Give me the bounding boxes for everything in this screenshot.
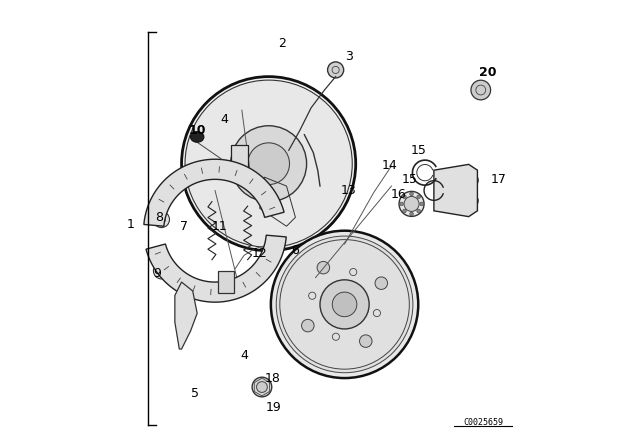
Circle shape [410,212,413,215]
Circle shape [230,126,307,202]
Text: 3: 3 [345,50,353,63]
Circle shape [328,62,344,78]
Text: 15: 15 [410,144,426,157]
Circle shape [468,195,479,206]
Circle shape [447,195,458,206]
Circle shape [234,147,245,158]
Text: 9: 9 [153,267,161,280]
Circle shape [453,181,473,200]
Text: 16: 16 [390,189,406,202]
Text: 18: 18 [265,371,281,384]
Text: 13: 13 [341,184,357,197]
Circle shape [276,236,413,373]
Circle shape [360,335,372,347]
Text: 4: 4 [220,112,228,125]
Circle shape [417,209,420,213]
Text: 7: 7 [180,220,188,233]
Circle shape [410,192,413,196]
Circle shape [317,261,330,274]
Polygon shape [434,164,477,217]
Circle shape [248,143,289,185]
Text: 19: 19 [265,401,281,414]
Text: 8: 8 [156,211,163,224]
Text: 12: 12 [252,246,268,259]
Text: 11: 11 [212,220,227,233]
Bar [231,145,248,174]
Circle shape [399,191,424,216]
Text: 1: 1 [126,217,134,231]
Text: 14: 14 [381,159,397,172]
Circle shape [301,319,314,332]
Text: 15: 15 [401,173,417,186]
Text: 20: 20 [479,66,496,79]
Circle shape [471,80,491,100]
Bar [218,271,234,293]
Circle shape [417,195,420,198]
Circle shape [252,377,272,397]
Circle shape [400,202,403,206]
Polygon shape [146,235,286,302]
Circle shape [154,211,170,228]
Circle shape [468,175,479,185]
Circle shape [320,280,369,329]
Circle shape [185,80,352,247]
Text: 5: 5 [191,387,199,400]
Circle shape [332,292,357,317]
Circle shape [154,263,170,279]
Text: 4: 4 [240,349,248,362]
Circle shape [404,196,419,211]
Polygon shape [175,282,197,349]
Circle shape [375,277,388,289]
Polygon shape [144,159,284,226]
Circle shape [403,209,406,213]
Text: 2: 2 [278,37,286,50]
Circle shape [420,202,423,206]
Text: 10: 10 [188,124,206,137]
Circle shape [182,77,356,251]
Ellipse shape [191,132,204,142]
Circle shape [403,195,406,198]
Text: 17: 17 [491,173,507,186]
Text: C0025659: C0025659 [463,418,503,427]
Text: 6: 6 [291,244,300,257]
Circle shape [447,175,458,185]
Circle shape [257,382,268,392]
Circle shape [271,231,419,378]
